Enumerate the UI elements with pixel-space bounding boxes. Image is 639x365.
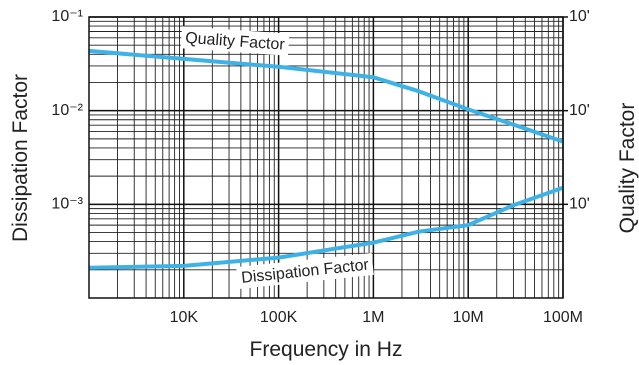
x-tick-label: 10K xyxy=(170,309,199,326)
y-tick-label: 10⁻² xyxy=(51,102,83,119)
y2-axis-title: Quality Factor xyxy=(616,103,639,234)
series-label-group: Quality Factor xyxy=(180,26,290,56)
x-axis-title: Frequency in Hz xyxy=(250,338,403,361)
plot-frame xyxy=(88,16,564,299)
x-tick-label: 100K xyxy=(260,309,298,326)
x-tick-label: 1M xyxy=(362,309,384,326)
y-tick-label: 10⁻¹ xyxy=(51,8,83,25)
x-tick-label: 10M xyxy=(453,309,484,326)
series-line xyxy=(88,185,564,270)
x-tick-label: 100M xyxy=(543,309,583,326)
y2-tick-label: 10' xyxy=(569,102,590,119)
y2-tick-label: 10' xyxy=(569,196,590,213)
grid xyxy=(89,16,564,298)
series-label-bg xyxy=(180,26,290,56)
curves xyxy=(88,48,564,270)
y-axis-title: Dissipation Factor xyxy=(9,74,32,242)
series-label: Quality Factor xyxy=(185,30,286,54)
y2-tick-label: 10' xyxy=(569,8,590,25)
series-label-bg xyxy=(236,252,374,290)
y-tick-label: 10⁻³ xyxy=(51,196,83,213)
series-line xyxy=(88,48,564,144)
